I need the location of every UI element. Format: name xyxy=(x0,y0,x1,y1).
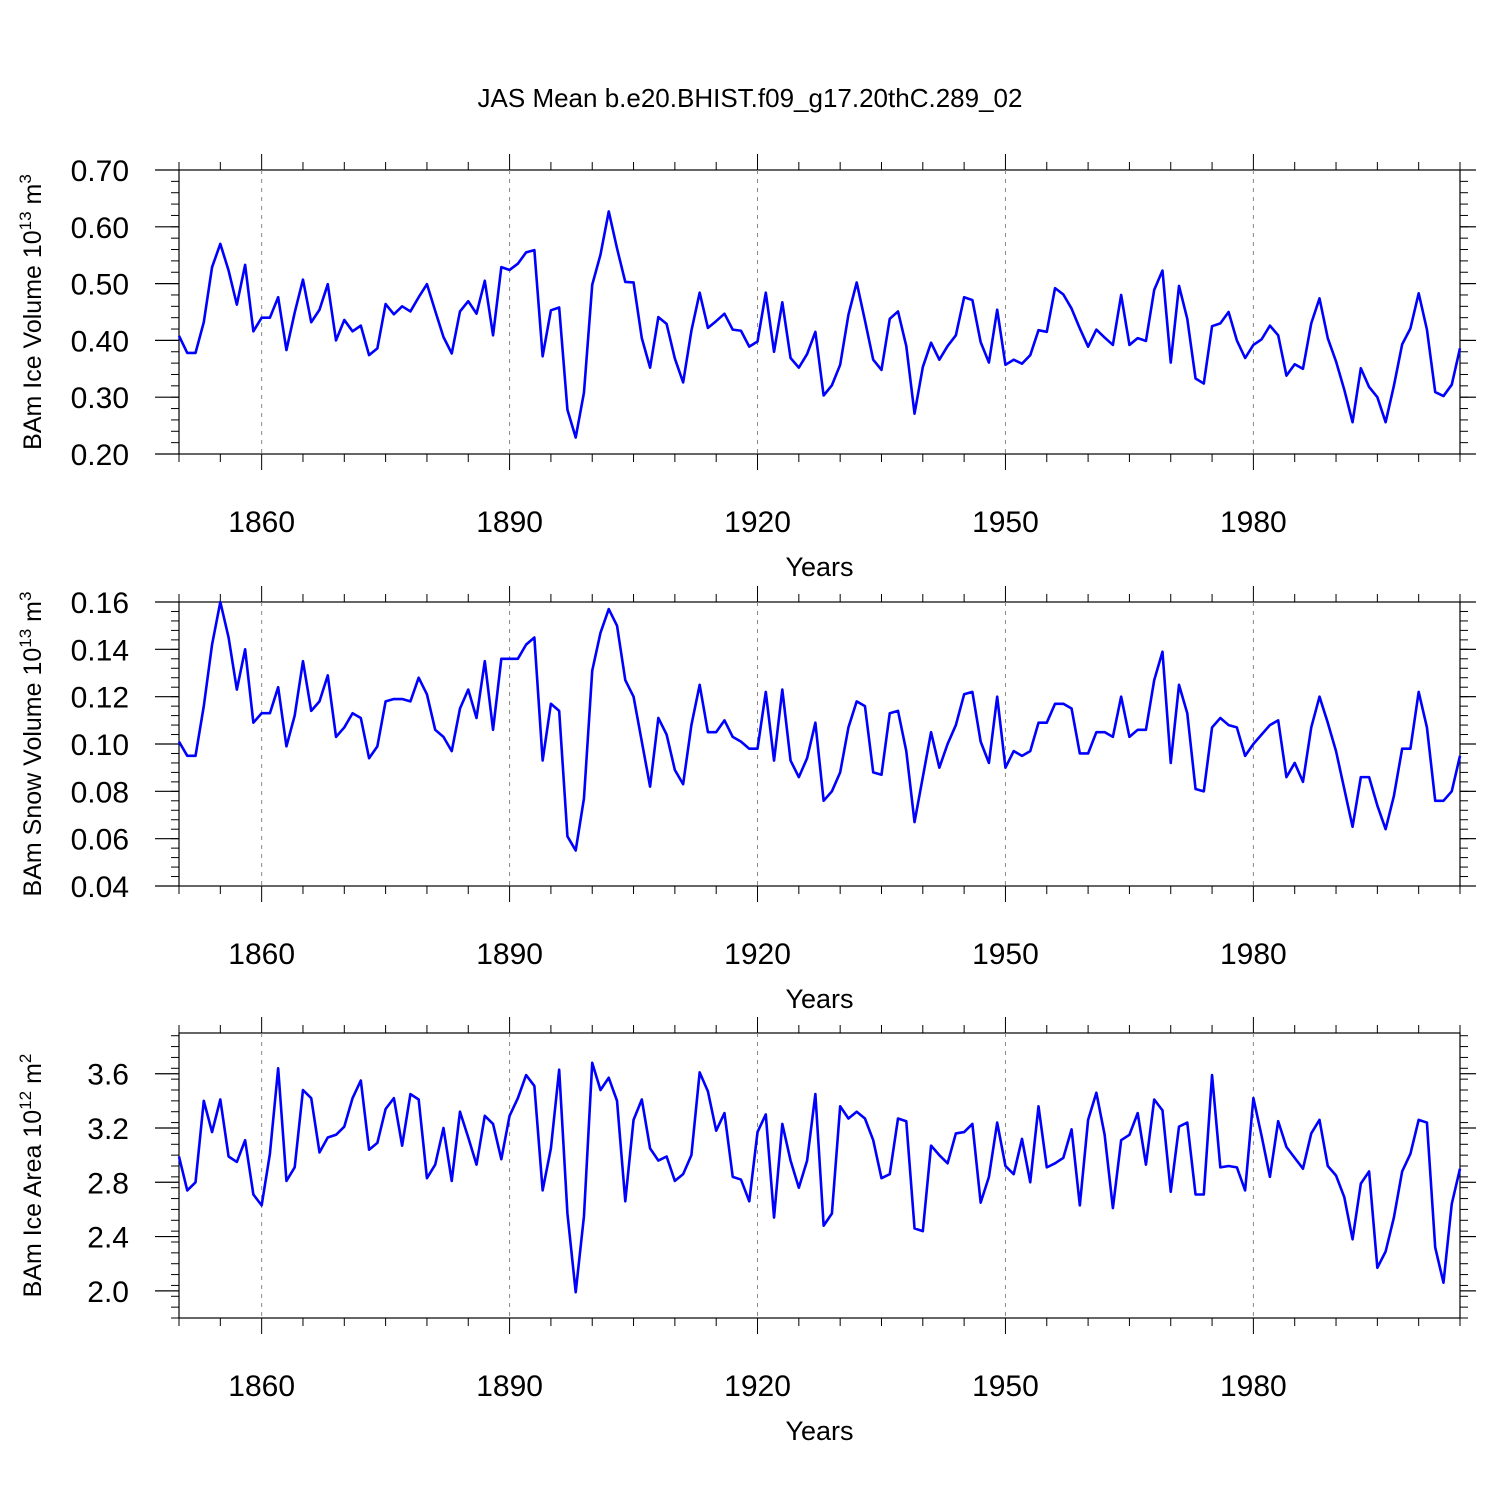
x-tick-label: 1890 xyxy=(476,506,543,539)
y-tick-label: 0.40 xyxy=(71,325,129,358)
x-tick-label: 1920 xyxy=(724,1370,791,1403)
panel-2: 1860 1890 1920 1950 1980 0.04 0.06 0.08 0.10 0.12… xyxy=(16,586,1476,1014)
x-axis-label: Years xyxy=(785,552,853,582)
y-axis-label: BAm Ice Volume 1013 m3 xyxy=(16,174,47,450)
panel-3: 1860 1890 1920 1950 1980 2.0 2.4 2.8 3.2 3.6 Years… xyxy=(16,1017,1476,1446)
plot-frame xyxy=(178,601,1461,887)
x-tick-label: 1890 xyxy=(476,1370,543,1403)
x-tick-label: 1950 xyxy=(972,938,1039,971)
y-tick-label: 2.4 xyxy=(87,1222,129,1255)
x-tick-label: 1980 xyxy=(1220,506,1287,539)
y-axis-label: BAm Snow Volume 1013 m3 xyxy=(16,592,47,897)
x-tick-label: 1950 xyxy=(972,506,1039,539)
y-tick-label: 2.0 xyxy=(87,1276,129,1309)
y-tick-label: 0.20 xyxy=(71,439,129,472)
y-tick-label: 0.08 xyxy=(71,776,129,809)
x-tick-label: 1860 xyxy=(228,506,295,539)
x-tick-label: 1920 xyxy=(724,506,791,539)
y-tick-label: 0.12 xyxy=(71,682,129,715)
y-tick-label: 0.10 xyxy=(71,729,129,762)
y-tick-label: 0.04 xyxy=(71,871,129,904)
x-axis-label: Years xyxy=(785,984,853,1014)
series-line xyxy=(177,210,1462,439)
figure-title: JAS Mean b.e20.BHIST.f09_g17.20thC.289_0… xyxy=(478,83,1023,113)
y-tick-label: 0.14 xyxy=(71,634,129,667)
y-tick-label: 0.70 xyxy=(71,155,129,188)
x-tick-label: 1980 xyxy=(1220,938,1287,971)
series-line xyxy=(177,1061,1462,1294)
y-tick-label: 2.8 xyxy=(87,1167,129,1200)
x-tick-label: 1860 xyxy=(228,938,295,971)
y-tick-label: 0.50 xyxy=(71,269,129,302)
y-tick-label: 0.06 xyxy=(71,824,129,857)
panel-1: 1860 1890 1920 1950 1980 0.20 0.30 0.40 0.50 0.60… xyxy=(16,154,1476,582)
series-line xyxy=(177,600,1462,852)
x-tick-label: 1920 xyxy=(724,938,791,971)
y-tick-label: 3.2 xyxy=(87,1113,129,1146)
y-tick-label: 0.60 xyxy=(71,212,129,245)
x-tick-label: 1950 xyxy=(972,1370,1039,1403)
x-axis-label: Years xyxy=(785,1416,853,1446)
y-axis-label: BAm Ice Area 1012 m2 xyxy=(16,1054,47,1298)
x-tick-label: 1860 xyxy=(228,1370,295,1403)
y-tick-label: 3.6 xyxy=(87,1059,129,1092)
plot-frame xyxy=(178,169,1461,455)
panels: 1860 1890 1920 1950 1980 0.20 0.30 0.40 0.50 0.60… xyxy=(16,154,1476,1446)
y-tick-label: 0.16 xyxy=(71,587,129,620)
x-tick-label: 1980 xyxy=(1220,1370,1287,1403)
y-tick-label: 0.30 xyxy=(71,382,129,415)
plot-frame xyxy=(178,1032,1461,1319)
x-tick-label: 1890 xyxy=(476,938,543,971)
